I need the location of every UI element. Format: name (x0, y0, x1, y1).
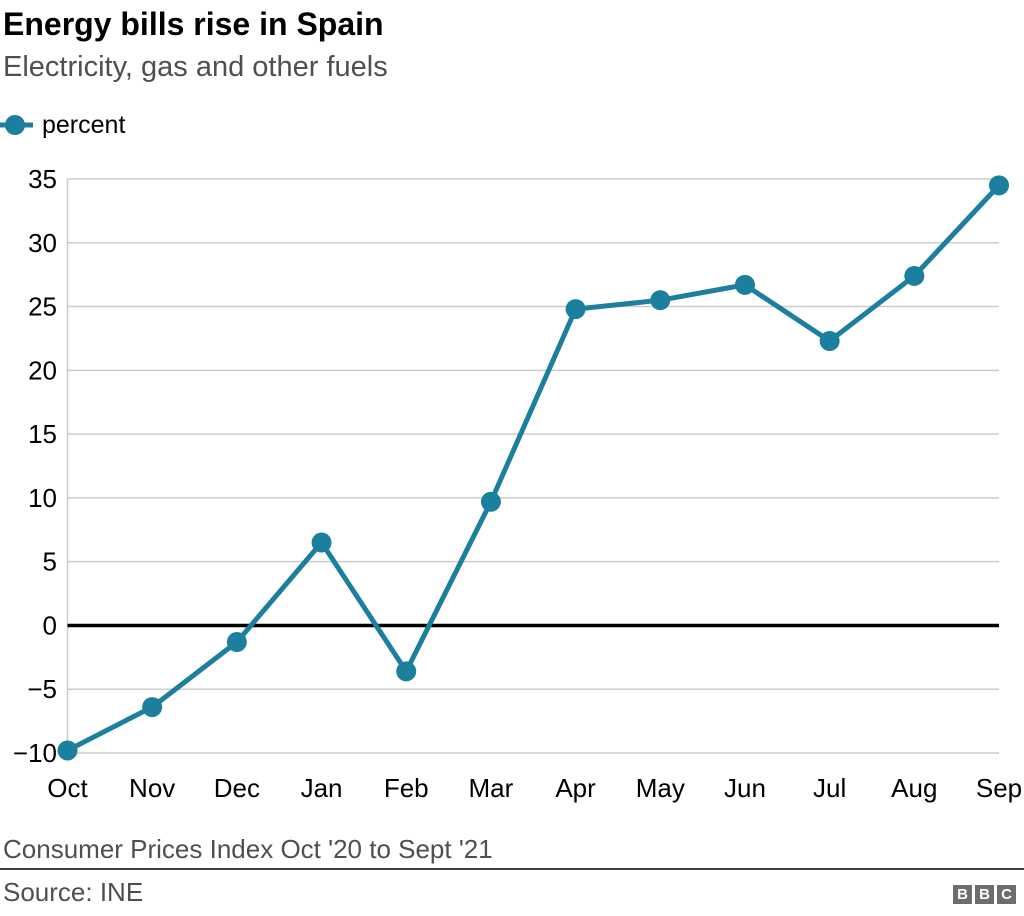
y-tick-label: 10 (28, 483, 57, 513)
bbc-logo-letter: B (975, 885, 994, 904)
legend: percent (0, 110, 125, 140)
x-tick-label: Jan (301, 773, 343, 803)
x-tick-label: Oct (47, 773, 88, 803)
y-tick-label: 20 (28, 355, 57, 385)
y-tick-label: 30 (28, 228, 57, 258)
page-subtitle: Electricity, gas and other fuels (3, 51, 388, 83)
page-title: Energy bills rise in Spain (3, 6, 384, 42)
data-point (142, 697, 163, 718)
data-point (650, 290, 671, 311)
x-tick-label: Feb (384, 773, 429, 803)
data-point (734, 274, 755, 295)
bbc-logo-letter: B (953, 885, 972, 904)
line-chart: 35 30 25 20 15 10 5 0 −5 −10 Oct Nov Dec Jan Feb Mar Apr… (13, 164, 1022, 803)
legend-marker-icon (0, 115, 33, 135)
y-tick-label: 0 (43, 610, 57, 640)
x-tick-label: May (636, 773, 685, 803)
data-point (226, 632, 247, 653)
x-tick-label: Jul (813, 773, 846, 803)
data-point (480, 491, 501, 512)
data-point (311, 532, 332, 553)
x-tick-label: Aug (891, 773, 937, 803)
data-point (565, 299, 586, 320)
data-point (396, 661, 417, 682)
y-tick-label: 5 (43, 547, 57, 577)
y-tick-label: 35 (28, 164, 57, 194)
footer-divider (0, 868, 1024, 870)
data-point (819, 330, 840, 351)
data-point (57, 740, 78, 761)
y-tick-label: 15 (28, 419, 57, 449)
legend-label: percent (42, 110, 126, 139)
x-tick-label: Sep (976, 773, 1022, 803)
bbc-logo: B B C (953, 885, 1016, 904)
source-label: Source: INE (3, 877, 144, 907)
x-tick-label: Mar (469, 773, 514, 803)
y-tick-label: 25 (28, 292, 57, 322)
x-tick-label: Dec (214, 773, 260, 803)
x-tick-label: Apr (555, 773, 596, 803)
y-tick-label: −10 (13, 738, 57, 768)
chart-footnote: Consumer Prices Index Oct '20 to Sept '2… (3, 834, 493, 864)
bbc-logo-letter: C (997, 885, 1016, 904)
data-point (904, 265, 925, 286)
x-tick-label: Nov (129, 773, 175, 803)
x-tick-label: Jun (724, 773, 766, 803)
data-point (989, 175, 1009, 196)
series-line (65, 182, 1002, 753)
y-tick-label: −5 (27, 674, 57, 704)
